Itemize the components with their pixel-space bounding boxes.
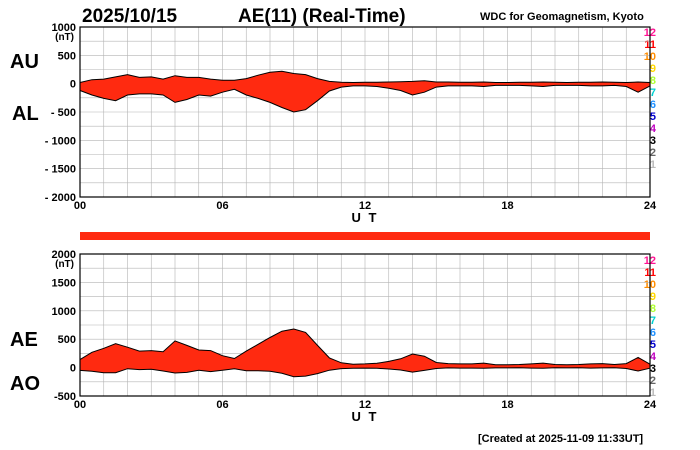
panel1-xtick-label: 12 xyxy=(359,200,371,212)
panel2-fill-area xyxy=(80,329,650,377)
legend-item-8: 8 xyxy=(649,303,656,315)
legend-item-6: 6 xyxy=(649,327,656,339)
panel2-xtick-label: 18 xyxy=(501,399,513,411)
legend-item-9: 9 xyxy=(649,291,656,303)
panel1-xlabel: U T xyxy=(352,210,379,225)
legend-item-7: 7 xyxy=(649,315,656,327)
created-timestamp: [Created at 2025-11-09 11:33UT] xyxy=(478,433,644,445)
panel1-series-AU xyxy=(79,70,651,84)
panel1-xtick-label: 18 xyxy=(501,200,513,212)
legend-item-5: 5 xyxy=(649,111,656,123)
legend-item-6: 6 xyxy=(649,99,656,111)
panel2-series-AE xyxy=(79,328,651,366)
legend-item-7: 7 xyxy=(649,87,656,99)
panel1-xtick-label: 00 xyxy=(74,200,86,212)
panel1-frame xyxy=(79,26,651,198)
panel2-ytick-label: 500 xyxy=(58,334,76,346)
legend-item-8: 8 xyxy=(649,75,656,87)
legend-item-9: 9 xyxy=(649,63,656,75)
panel2-ytick-label: 0 xyxy=(70,363,76,375)
panel2-lower-label: AO xyxy=(10,373,40,395)
panel2-upper-label: AE xyxy=(10,329,38,351)
panel2-xtick-label: 24 xyxy=(644,399,657,411)
panel2-ytick-label: -500 xyxy=(54,391,76,403)
kp-color-bar xyxy=(80,232,650,240)
panel1-ytick-label: - 500 xyxy=(51,107,76,119)
legend-item-2: 2 xyxy=(649,147,656,159)
legend-item-2: 2 xyxy=(649,375,656,387)
panel2-xlabel: U T xyxy=(352,409,379,424)
date-label: 2025/10/15 xyxy=(82,6,178,27)
panel2-xtick-label: 00 xyxy=(74,399,86,411)
panel2-ytick-label: 1500 xyxy=(52,277,76,289)
source-label: WDC for Geomagnetism, Kyoto xyxy=(480,11,644,23)
panel1-ytick-label: 500 xyxy=(58,50,76,62)
panel2-ytick-label: 2000 xyxy=(52,249,76,261)
panel1-ytick-label: - 1500 xyxy=(45,164,76,176)
legend-item-1: 1 xyxy=(649,387,656,399)
legend-item-3: 3 xyxy=(649,363,656,375)
panel2-frame xyxy=(79,253,651,397)
panel2-xtick-label: 06 xyxy=(216,399,228,411)
panel1-xtick-label: 06 xyxy=(216,200,228,212)
legend-item-1: 1 xyxy=(649,159,656,171)
panel2-xtick-label: 12 xyxy=(359,399,371,411)
panel2-ytick-label: 1000 xyxy=(52,306,76,318)
panel1-ytick-label: 1000 xyxy=(52,22,76,34)
panel2-ylabel: (nT) xyxy=(55,259,74,270)
legend-item-5: 5 xyxy=(649,339,656,351)
panel1-fill-area xyxy=(80,71,650,112)
panel1-ytick-label: 0 xyxy=(70,79,76,91)
panel1-series-AL xyxy=(79,84,651,113)
panel1-ylabel: (nT) xyxy=(55,32,74,43)
legend-item-3: 3 xyxy=(649,135,656,147)
panel1-xtick-label: 24 xyxy=(644,200,657,212)
legend-item-4: 4 xyxy=(649,123,656,135)
panel1-upper-label: AU xyxy=(10,51,39,73)
panel1-lower-label: AL xyxy=(12,103,39,125)
chart-title: AE(11) (Real-Time) xyxy=(238,6,406,27)
legend-item-4: 4 xyxy=(649,351,656,363)
panel1-ytick-label: - 2000 xyxy=(45,192,76,204)
panel2-series-AO xyxy=(79,367,651,378)
panel1-ytick-label: - 1000 xyxy=(45,135,76,147)
